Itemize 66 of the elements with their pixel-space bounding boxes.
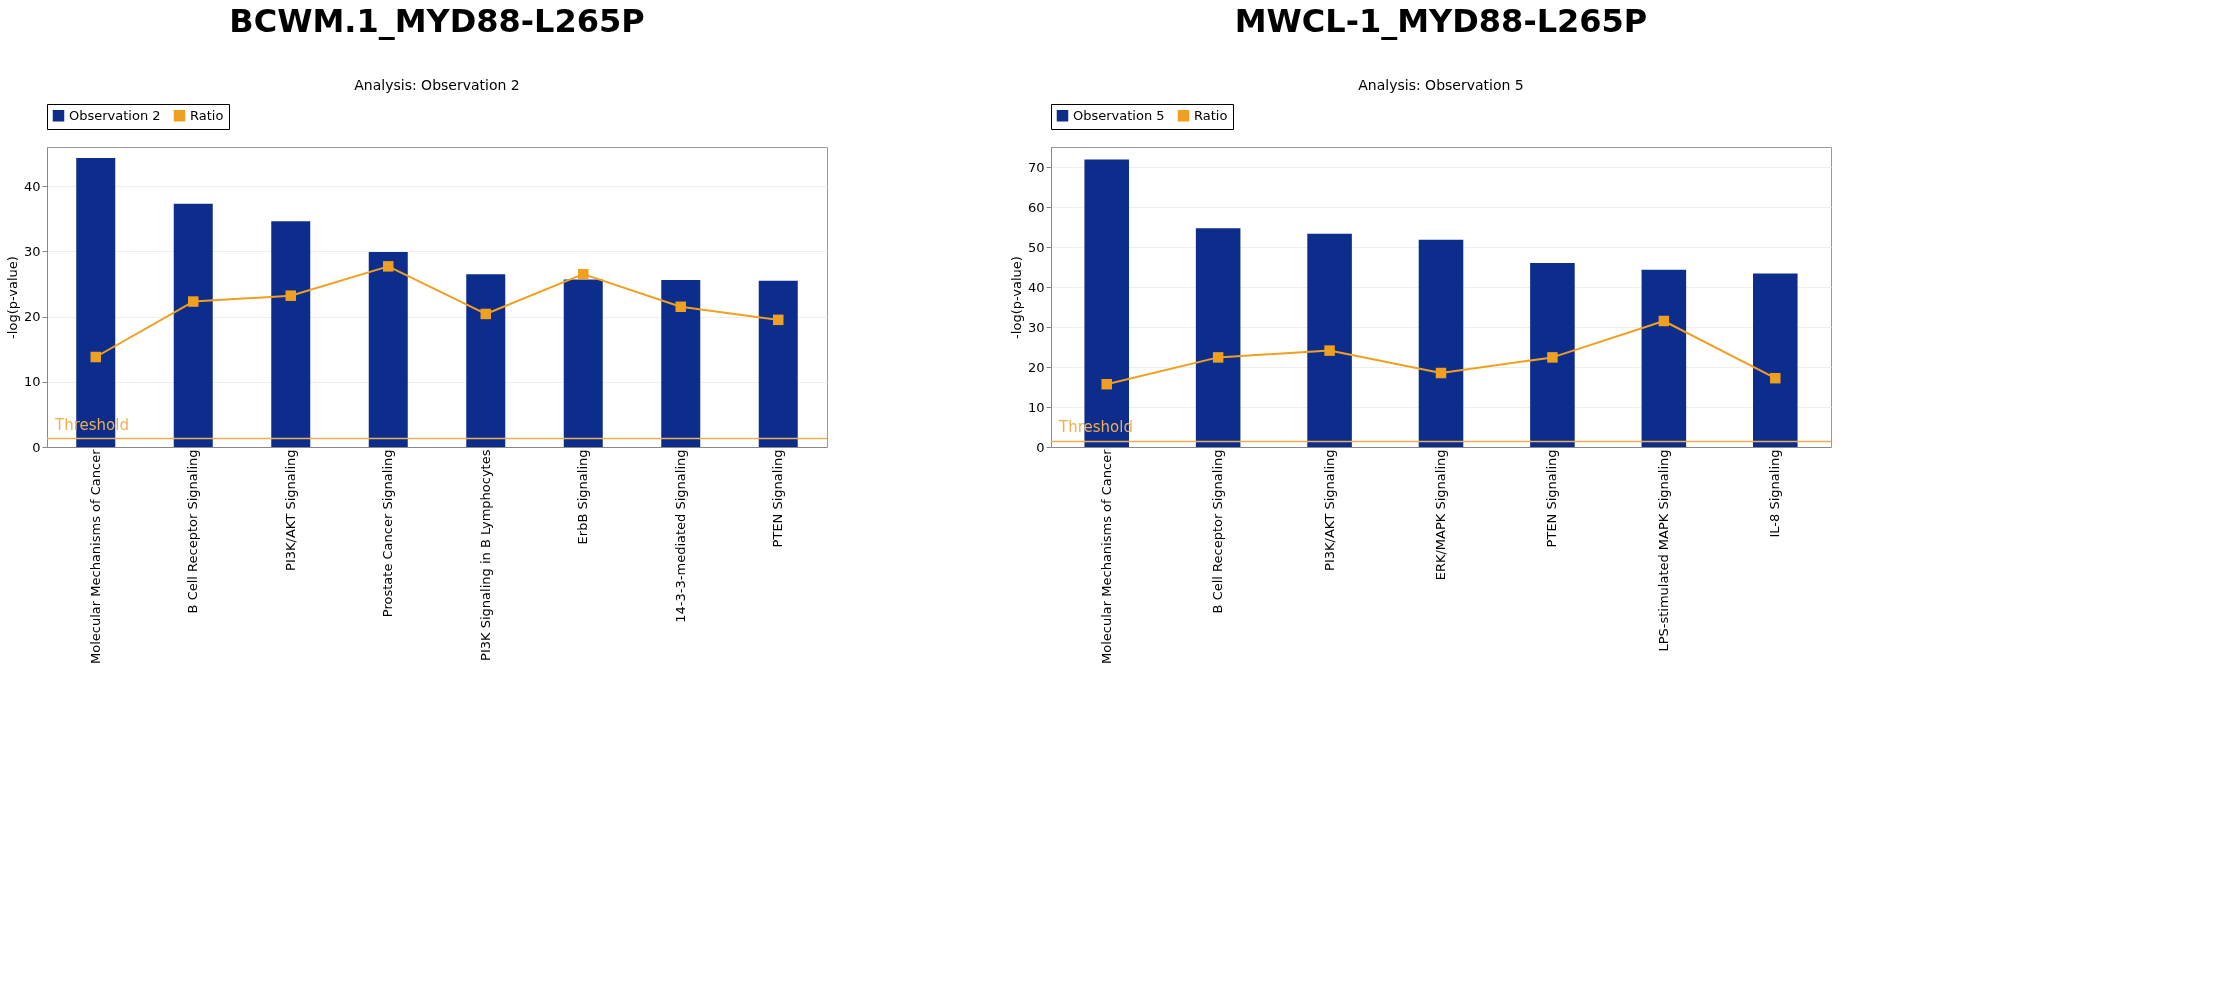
point: [1324, 345, 1335, 356]
y-tick-label: 60: [1027, 199, 1045, 215]
legend-label: Observation 2: [69, 107, 161, 123]
legend-label: Ratio: [1194, 107, 1228, 123]
point: [1435, 367, 1447, 379]
x-tick-label: PI3K/AKT Signaling: [282, 449, 298, 571]
chart-title: BCWM.1_MYD88-L265P: [229, 1, 645, 40]
y-tick-label: 10: [1027, 399, 1045, 415]
y-tick-label: 50: [1027, 239, 1045, 255]
chart-subtitle: Analysis: Observation 5: [1358, 76, 1524, 93]
point: [1212, 352, 1224, 363]
point: [773, 314, 784, 326]
point: [675, 301, 686, 313]
bar: [173, 203, 213, 447]
x-tick-label: ERK/MAPK Signaling: [1433, 449, 1448, 581]
bar: [1307, 233, 1352, 447]
point: [90, 351, 101, 363]
x-tick-label: IL-8 Signaling: [1767, 449, 1783, 538]
point: [188, 296, 199, 307]
point: [480, 308, 491, 320]
y-tick-label: 70: [1027, 159, 1045, 175]
y-tick-label: 20: [1027, 359, 1045, 375]
bar: [271, 221, 311, 447]
point: [1101, 378, 1112, 390]
x-tick-label: PTEN Signaling: [770, 449, 786, 548]
point: [1547, 352, 1558, 363]
bar: [1418, 239, 1464, 447]
y-tick-label: 10: [23, 374, 41, 390]
point: [1770, 372, 1781, 384]
y-tick-label: 20: [23, 309, 41, 325]
x-tick-label: ErbB Signaling: [575, 449, 591, 545]
bar: [1641, 269, 1687, 447]
point: [1658, 315, 1670, 327]
x-tick-label: B Cell Receptor Signaling: [185, 449, 201, 614]
bar: [368, 252, 408, 447]
x-tick-label: Prostate Cancer Signaling: [380, 449, 396, 618]
y-tick-label: 0: [1036, 439, 1045, 455]
x-tick-label: Molecular Mechanisms of Cancer: [1098, 448, 1114, 664]
bar: [466, 274, 506, 447]
y-tick-label: 40: [23, 178, 41, 194]
bar: [661, 280, 701, 447]
point: [285, 290, 296, 301]
y-axis-title: -log(p-value): [4, 256, 20, 339]
bar: [1530, 263, 1575, 447]
y-tick-label: 30: [23, 243, 41, 259]
x-tick-label: PI3K/AKT Signaling: [1321, 449, 1337, 571]
bar: [1195, 228, 1241, 447]
x-tick-label: 14-3-3-mediated Signaling: [672, 449, 688, 623]
x-tick-label: PTEN Signaling: [1544, 449, 1560, 548]
chart-subtitle: Analysis: Observation 2: [354, 76, 520, 93]
y-tick-label: 30: [1027, 319, 1045, 335]
point: [383, 261, 394, 272]
y-tick-label: 0: [32, 439, 41, 455]
bar: [1753, 273, 1798, 447]
bar: [563, 279, 603, 447]
legend-label: Ratio: [190, 107, 224, 123]
x-tick-label: LPS-stimulated MAPK Signaling: [1655, 449, 1671, 652]
x-tick-label: B Cell Receptor Signaling: [1210, 449, 1226, 614]
y-axis-title: -log(p-value): [1008, 256, 1024, 339]
chart-title: MWCL-1_MYD88-L265P: [1234, 1, 1648, 40]
bar: [758, 280, 798, 447]
x-tick-label: Molecular Mechanisms of Cancer: [87, 448, 103, 664]
x-tick-label: PI3K Signaling in B Lymphocytes: [477, 449, 493, 661]
y-tick-label: 40: [1027, 279, 1045, 295]
legend-label: Observation 5: [1073, 107, 1165, 123]
point: [578, 268, 589, 280]
